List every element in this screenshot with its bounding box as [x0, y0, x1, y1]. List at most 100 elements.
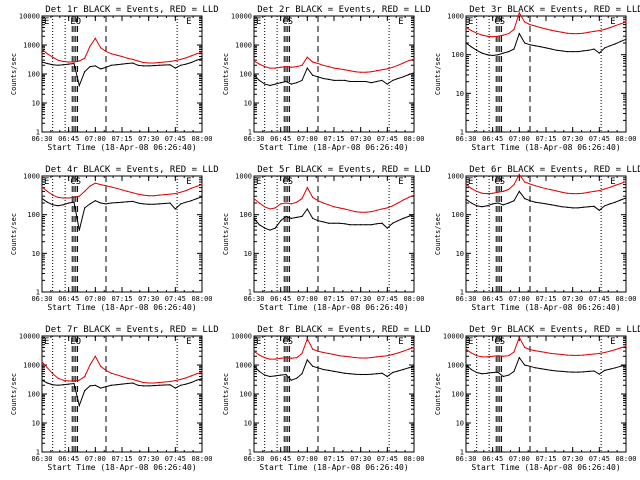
data-point-events	[116, 384, 118, 386]
data-point-lld	[593, 190, 595, 192]
data-point-lld	[550, 352, 552, 355]
x-tick-label: 07:00	[509, 455, 530, 463]
data-point-lld	[62, 379, 64, 381]
data-point-events	[180, 384, 182, 386]
x-tick-label: 06:30	[31, 135, 52, 143]
marker-e: E	[186, 17, 191, 27]
data-point-events	[201, 378, 203, 380]
marker-e: E	[468, 17, 473, 27]
data-point-lld	[46, 190, 48, 192]
x-axis-label: Start Time (18-Apr-08 06:26:40)	[471, 303, 620, 312]
x-tick-label: 06:30	[455, 295, 476, 303]
data-point-lld	[100, 365, 102, 367]
data-point-lld	[264, 66, 266, 68]
data-point-events	[312, 365, 314, 367]
data-point-lld	[68, 380, 70, 382]
x-axis-label: Start Time (18-Apr-08 06:26:40)	[47, 143, 196, 152]
data-point-events	[269, 84, 271, 87]
data-point-events	[360, 224, 362, 226]
data-point-lld	[190, 55, 192, 57]
y-tick-label: 1	[36, 449, 40, 457]
data-point-events	[561, 50, 563, 52]
y-tick-label: 1000	[235, 362, 252, 370]
data-point-lld	[540, 351, 542, 353]
data-point-events	[89, 203, 91, 205]
panel-det-4: Det 4r BLACK = Events, RED = LLD 1 10 100 10…	[10, 165, 219, 312]
data-point-events	[312, 74, 314, 76]
data-point-events	[274, 227, 276, 229]
data-point-lld	[137, 193, 139, 195]
data-point-lld	[550, 189, 552, 191]
data-point-lld	[470, 352, 472, 354]
panel-title: Det 8r BLACK = Events, RED = LLD	[257, 325, 430, 335]
data-point-events	[376, 223, 378, 225]
data-point-events	[285, 215, 287, 217]
data-point-events	[408, 215, 410, 217]
data-point-lld	[588, 353, 590, 356]
x-tick-label: 07:45	[377, 295, 398, 303]
data-point-events	[625, 38, 627, 40]
data-point-lld	[502, 190, 504, 192]
data-point-events	[180, 203, 182, 205]
data-point-events	[121, 201, 123, 203]
data-point-lld	[196, 185, 198, 187]
series-line-lld	[41, 355, 203, 384]
data-point-lld	[158, 381, 160, 384]
marker-e: E	[256, 177, 261, 187]
data-point-events	[476, 371, 478, 374]
data-point-events	[609, 45, 611, 47]
data-point-events	[73, 382, 75, 385]
series-line-events	[465, 190, 627, 211]
data-point-lld	[169, 60, 171, 63]
data-point-events	[577, 207, 579, 209]
data-point-lld	[142, 61, 144, 64]
x-tick-label: 07:30	[138, 455, 159, 463]
data-point-events	[476, 205, 478, 207]
data-point-events	[296, 377, 298, 379]
data-point-lld	[110, 186, 112, 188]
data-point-events	[89, 66, 91, 68]
data-point-lld	[126, 377, 128, 379]
data-point-lld	[534, 185, 536, 187]
data-point-lld	[290, 357, 292, 359]
data-point-events	[121, 63, 123, 65]
data-point-lld	[62, 197, 64, 199]
y-tick-label: 10	[32, 250, 40, 258]
data-point-events	[264, 227, 266, 229]
y-tick-label: 1	[36, 129, 40, 137]
data-point-lld	[582, 354, 584, 356]
data-point-lld	[625, 345, 627, 347]
y-axis-label: Counts/sec	[10, 373, 18, 415]
x-tick-label: 07:00	[509, 295, 530, 303]
data-point-lld	[370, 71, 372, 73]
data-point-lld	[52, 373, 54, 375]
data-point-lld	[301, 352, 303, 355]
data-point-lld	[174, 60, 176, 62]
data-point-events	[105, 203, 107, 205]
data-point-events	[513, 48, 515, 50]
data-point-events	[465, 42, 467, 44]
data-point-lld	[258, 63, 260, 65]
data-point-lld	[508, 188, 510, 190]
data-point-lld	[545, 188, 547, 190]
data-point-events	[524, 42, 526, 44]
data-point-events	[274, 83, 276, 85]
data-point-events	[593, 370, 595, 372]
data-point-lld	[274, 207, 276, 209]
data-point-events	[402, 368, 404, 371]
data-point-lld	[174, 193, 176, 195]
data-point-lld	[465, 348, 467, 350]
data-point-lld	[328, 66, 330, 68]
y-tick-label: 10	[456, 420, 464, 428]
data-point-events	[408, 367, 410, 369]
data-point-lld	[312, 196, 314, 198]
data-point-events	[566, 51, 568, 53]
data-point-events	[164, 384, 166, 386]
data-point-events	[153, 385, 155, 387]
x-axis-label: Start Time (18-Apr-08 06:26:40)	[471, 143, 620, 152]
data-point-events	[386, 83, 388, 85]
x-axis-label: Start Time (18-Apr-08 06:26:40)	[47, 303, 196, 312]
data-point-events	[253, 74, 255, 76]
data-point-events	[620, 199, 622, 201]
marker-label: CS	[282, 17, 293, 27]
